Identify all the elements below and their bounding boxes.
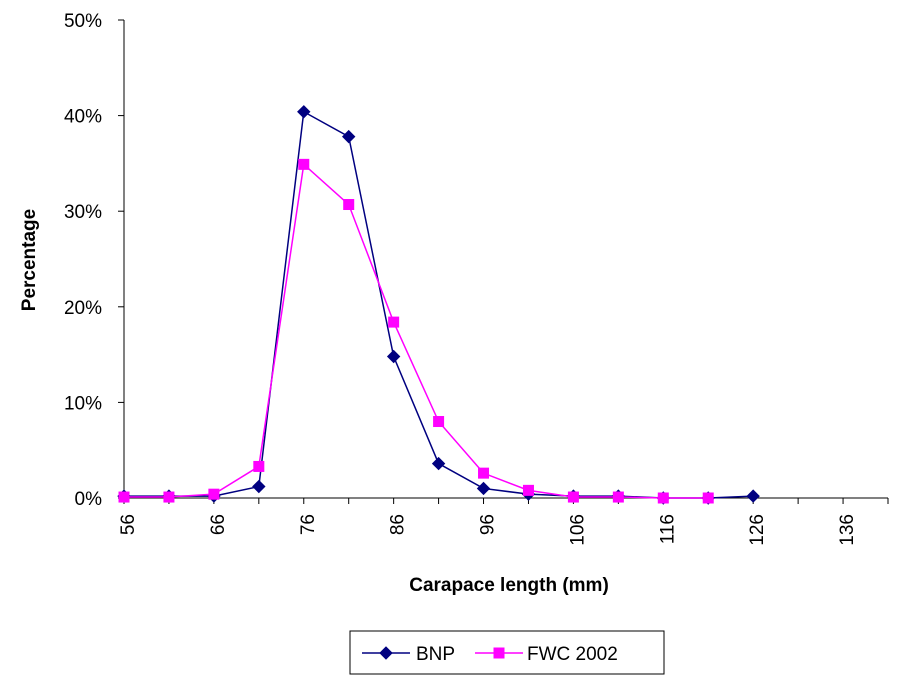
series-layer [117,105,760,505]
data-point [163,491,175,503]
y-tick-label: 40% [64,107,102,128]
x-tick-label: 66 [208,514,229,535]
series-bnp [117,105,760,505]
x-tick-label: 106 [567,514,588,546]
data-point [612,491,624,503]
data-point [431,456,446,471]
data-point [567,491,579,503]
legend-label: FWC 2002 [527,644,618,665]
series-line [124,162,709,499]
legend: BNP FWC 2002 [349,630,665,675]
data-point [386,349,401,364]
x-tick-label: 76 [298,514,319,535]
y-tick-label: 20% [64,298,102,319]
data-point [343,199,355,211]
data-point [388,316,400,328]
data-point [341,129,356,144]
y-tick-label: 0% [75,489,103,510]
data-point [657,492,669,504]
x-tick-label: 56 [118,514,139,535]
data-point [746,489,760,503]
series-fwc-2002 [118,158,714,504]
y-axis-title: Percentage [19,209,40,311]
data-point [253,460,265,472]
data-point [433,416,445,428]
data-point [522,484,534,496]
data-point [298,158,310,170]
data-point [252,479,266,494]
data-point [702,492,714,504]
x-tick-label: 116 [657,514,678,544]
legend-marker [379,646,393,660]
y-tick-label: 10% [64,393,102,414]
data-point [208,488,220,500]
x-tick-label: 86 [388,514,409,535]
x-axis: 56 66 76 86 96 106 116 126 136 [118,497,889,546]
data-point [118,491,130,503]
data-point [297,105,311,119]
y-axis: 0% 10% 20% 30% 40% 50% [64,11,125,510]
data-point [478,467,490,479]
series-line [124,110,754,499]
y-tick-label: 30% [64,202,102,223]
x-tick-label: 136 [837,514,858,546]
x-tick-label: 126 [747,514,768,546]
y-tick-label: 50% [64,11,102,32]
x-tick-label: 96 [478,514,499,535]
x-axis-title: Carapace length (mm) [409,575,609,596]
legend-marker [493,647,505,659]
legend-label: BNP [416,644,455,665]
data-point [476,481,491,496]
